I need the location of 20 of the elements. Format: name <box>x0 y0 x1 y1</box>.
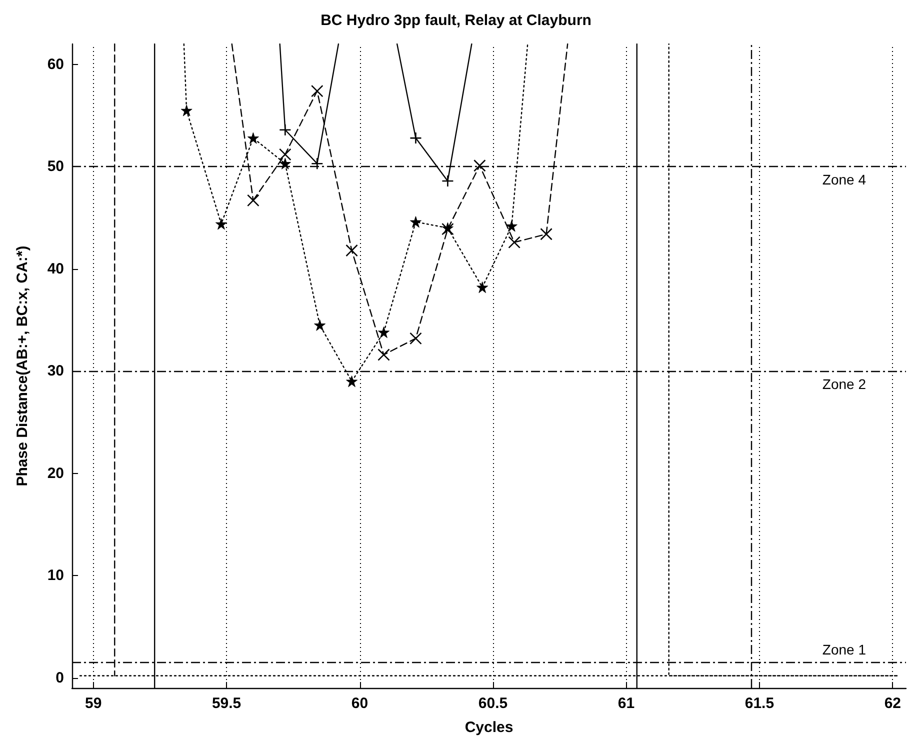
y-axis-title: Phase Distance(AB:+, BC:x, CA:*) <box>14 246 31 486</box>
y-tick-label: 40 <box>47 260 64 278</box>
y-tick-label: 50 <box>47 158 64 176</box>
ref-line-label: Zone 1 <box>822 641 866 658</box>
x-tick-label: 60.5 <box>478 695 508 712</box>
x-tick-label: 60 <box>351 695 368 712</box>
x-tick-label: 59 <box>84 695 102 712</box>
y-tick-label: 60 <box>47 56 64 73</box>
x-tick-label: 61.5 <box>744 695 774 712</box>
x-axis-title: Cycles <box>464 719 514 736</box>
chart-title: BC Hydro 3pp fault, Relay at Clayburn <box>320 12 592 29</box>
y-tick-label: 0 <box>56 669 64 686</box>
x-tick-label: 62 <box>884 695 902 712</box>
x-tick-label: 61 <box>618 695 635 712</box>
ref-line-label: Zone 2 <box>822 376 866 392</box>
ref-line-label: Zone 4 <box>822 172 866 188</box>
x-tick-label: 59.5 <box>212 695 242 712</box>
y-tick-label: 10 <box>47 567 64 584</box>
y-tick-label: 20 <box>47 464 64 482</box>
y-tick-label: 30 <box>47 362 64 380</box>
